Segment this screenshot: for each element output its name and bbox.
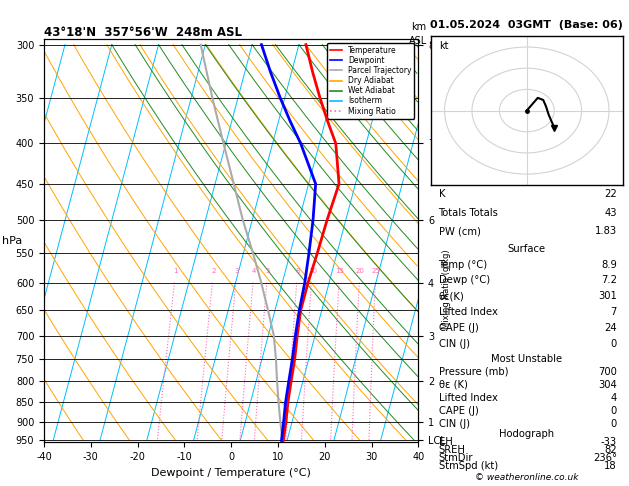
Text: 0: 0 xyxy=(611,339,617,349)
Text: 20: 20 xyxy=(355,268,364,274)
Text: km: km xyxy=(411,21,426,32)
Text: Hodograph: Hodograph xyxy=(499,429,554,439)
Text: 8.9: 8.9 xyxy=(601,260,617,270)
Text: θε(K): θε(K) xyxy=(438,292,464,301)
Text: 01.05.2024  03GMT  (Base: 06): 01.05.2024 03GMT (Base: 06) xyxy=(430,20,623,31)
Text: CIN (J): CIN (J) xyxy=(438,339,469,349)
X-axis label: Dewpoint / Temperature (°C): Dewpoint / Temperature (°C) xyxy=(151,468,311,478)
Text: CIN (J): CIN (J) xyxy=(438,418,469,429)
Text: 301: 301 xyxy=(598,292,617,301)
Text: 22: 22 xyxy=(604,189,617,199)
Text: ASL: ASL xyxy=(409,36,428,47)
Text: 236°: 236° xyxy=(593,453,617,463)
Text: Pressure (mb): Pressure (mb) xyxy=(438,367,508,377)
Text: θε (K): θε (K) xyxy=(438,380,467,390)
Text: Surface: Surface xyxy=(508,243,546,254)
Text: hPa: hPa xyxy=(2,236,23,245)
Legend: Temperature, Dewpoint, Parcel Trajectory, Dry Adiabat, Wet Adiabat, Isotherm, Mi: Temperature, Dewpoint, Parcel Trajectory… xyxy=(327,43,415,119)
Text: -33: -33 xyxy=(601,437,617,447)
Text: Most Unstable: Most Unstable xyxy=(491,354,562,364)
Text: 0: 0 xyxy=(611,406,617,416)
Text: Dewp (°C): Dewp (°C) xyxy=(438,276,489,285)
Text: 700: 700 xyxy=(598,367,617,377)
Text: 25: 25 xyxy=(372,268,380,274)
Text: 4: 4 xyxy=(611,393,617,403)
Text: Lifted Index: Lifted Index xyxy=(438,393,498,403)
Text: PW (cm): PW (cm) xyxy=(438,226,481,236)
Text: 82: 82 xyxy=(604,445,617,455)
Text: K: K xyxy=(438,189,445,199)
Text: StmDir: StmDir xyxy=(438,453,473,463)
Text: 0: 0 xyxy=(611,418,617,429)
Text: 8: 8 xyxy=(296,268,300,274)
Text: Lifted Index: Lifted Index xyxy=(438,308,498,317)
Text: 5: 5 xyxy=(265,268,270,274)
Text: 43°18'N  357°56'W  248m ASL: 43°18'N 357°56'W 248m ASL xyxy=(44,26,242,39)
Text: 1: 1 xyxy=(174,268,178,274)
Text: © weatheronline.co.uk: © weatheronline.co.uk xyxy=(475,473,579,482)
Text: CAPE (J): CAPE (J) xyxy=(438,323,478,333)
Text: 15: 15 xyxy=(335,268,344,274)
Text: EH: EH xyxy=(438,437,452,447)
Text: 3: 3 xyxy=(235,268,239,274)
Text: Temp (°C): Temp (°C) xyxy=(438,260,487,270)
Text: 4: 4 xyxy=(252,268,256,274)
Text: 24: 24 xyxy=(604,323,617,333)
Text: 7: 7 xyxy=(611,308,617,317)
Text: 2: 2 xyxy=(211,268,216,274)
Text: CAPE (J): CAPE (J) xyxy=(438,406,478,416)
Text: 18: 18 xyxy=(604,461,617,471)
Text: Totals Totals: Totals Totals xyxy=(438,208,498,218)
Text: 1.83: 1.83 xyxy=(595,226,617,236)
Text: kt: kt xyxy=(439,41,448,51)
Text: SREH: SREH xyxy=(438,445,465,455)
Text: 43: 43 xyxy=(604,208,617,218)
Text: 10: 10 xyxy=(308,268,317,274)
Text: 7.2: 7.2 xyxy=(601,276,617,285)
Text: Mixing Ratio (g/kg): Mixing Ratio (g/kg) xyxy=(442,249,451,329)
Text: StmSpd (kt): StmSpd (kt) xyxy=(438,461,498,471)
Text: 304: 304 xyxy=(598,380,617,390)
